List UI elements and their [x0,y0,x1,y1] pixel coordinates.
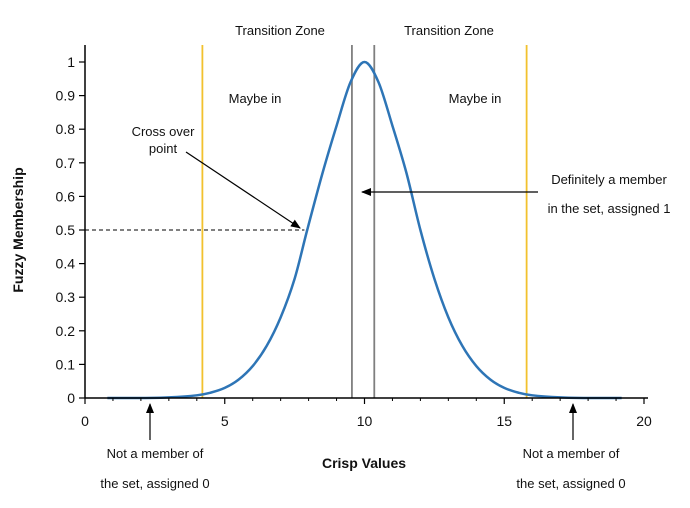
maybe-in-left-label: Maybe in [229,91,282,106]
y-tick-label: 0.1 [56,356,76,372]
x-tick-label: 15 [496,413,512,429]
y-tick-label: 0.7 [56,155,76,171]
maybe-in-right-label: Maybe in [449,91,502,106]
x-axis-title: Crisp Values [322,455,406,471]
y-axis-ticks: 0 0.1 0.2 0.3 0.4 0.5 0.6 0.7 0.8 0.9 1 [56,54,85,406]
reference-lines [201,45,528,398]
y-tick-label: 0 [67,390,75,406]
transition-zone-left-label: Transition Zone [235,23,325,38]
crossover-label-line2: point [149,141,178,156]
y-tick-label: 0.9 [56,88,76,104]
x-tick-label: 0 [81,413,89,429]
definitely-member-line2: in the set, assigned 1 [548,201,671,216]
definitely-member-line1: Definitely a member [551,172,667,187]
not-member-left-line1: Not a member of [107,446,204,461]
not-member-right-line1: Not a member of [523,446,620,461]
membership-curve [107,60,622,400]
crossover-label-line1: Cross over [132,124,196,139]
x-tick-label: 20 [636,413,652,429]
x-tick-label: 5 [221,413,229,429]
y-axis-title: Fuzzy Membership [10,167,26,292]
not-member-left-line2: the set, assigned 0 [100,476,209,491]
y-tick-label: 0.2 [56,323,76,339]
y-tick-label: 1 [67,54,75,70]
x-tick-label: 10 [357,413,373,429]
transition-zone-right-label: Transition Zone [404,23,494,38]
x-axis-ticks: 0 5 10 15 20 [81,398,652,429]
y-tick-label: 0.4 [56,256,76,272]
y-tick-label: 0.3 [56,289,76,305]
not-member-right-line2: the set, assigned 0 [516,476,625,491]
crossover-arrow [185,151,301,229]
y-tick-label: 0.6 [56,188,76,204]
y-tick-label: 0.8 [56,121,76,137]
y-tick-label: 0.5 [56,222,76,238]
